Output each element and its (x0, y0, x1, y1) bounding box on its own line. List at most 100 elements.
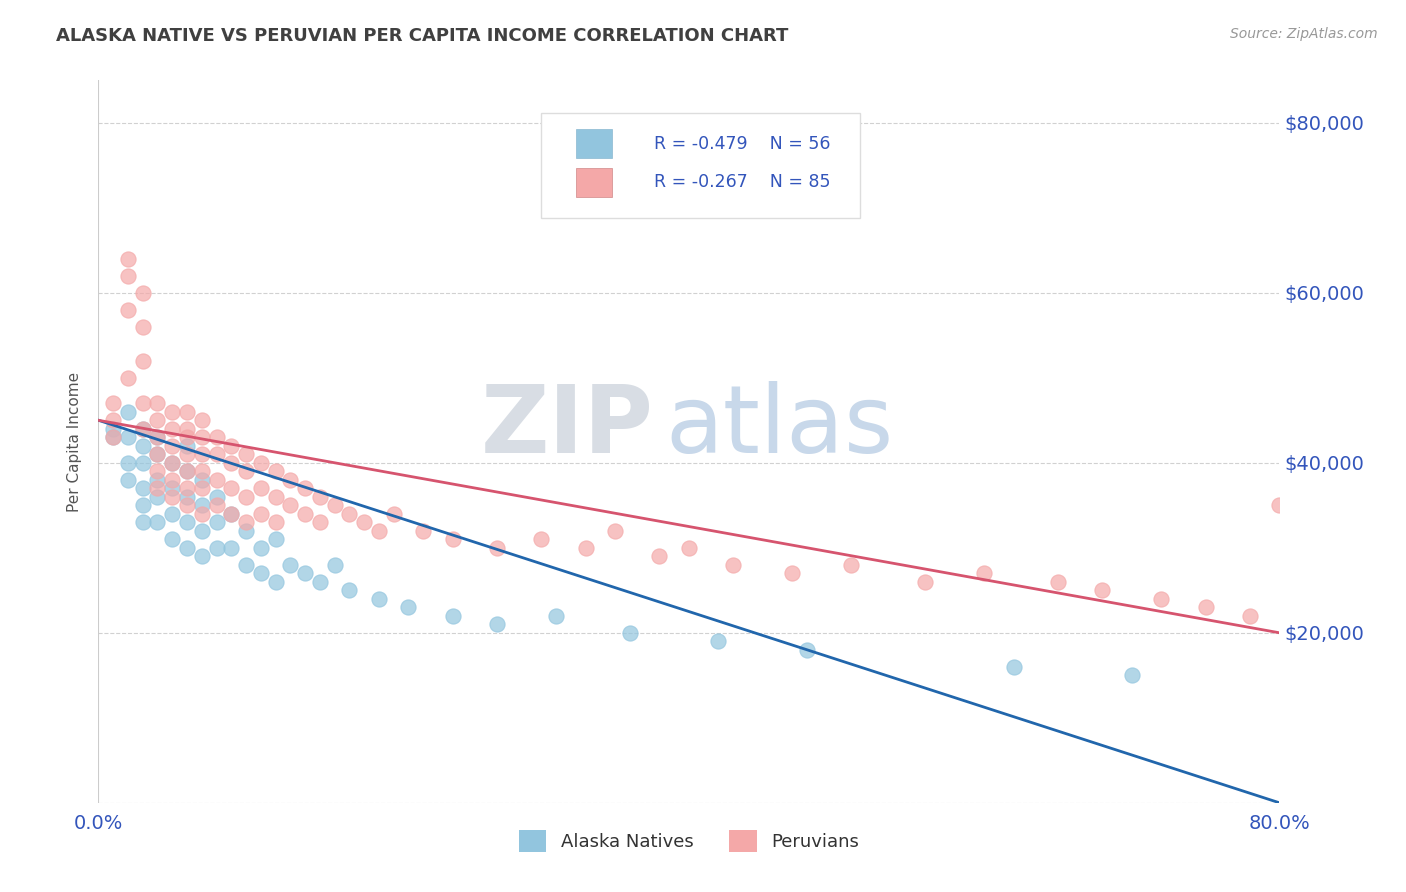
Point (176, 439, 198, 453)
Point (162, 533, 183, 547)
Point (1091, 583, 1114, 598)
Point (176, 447, 198, 461)
Point (235, 524, 257, 538)
Point (250, 456, 273, 470)
Point (146, 481, 169, 495)
Point (132, 516, 155, 530)
Point (176, 498, 198, 512)
Point (146, 464, 169, 478)
Point (146, 516, 169, 530)
Point (162, 490, 183, 504)
Point (103, 413, 125, 427)
Point (309, 516, 332, 530)
Point (264, 574, 287, 589)
FancyBboxPatch shape (575, 168, 612, 196)
Point (1195, 600, 1218, 615)
Point (323, 558, 346, 572)
Text: R = -0.267    N = 85: R = -0.267 N = 85 (654, 173, 830, 191)
Point (162, 473, 183, 487)
Point (264, 533, 287, 547)
Point (191, 524, 214, 538)
Point (176, 464, 198, 478)
Point (191, 498, 214, 512)
Point (280, 558, 302, 572)
Point (294, 481, 316, 495)
Point (1046, 574, 1070, 589)
Point (205, 541, 228, 555)
Point (619, 625, 641, 640)
Point (294, 507, 316, 521)
Point (117, 252, 139, 266)
Point (103, 430, 125, 444)
Point (117, 371, 139, 385)
FancyBboxPatch shape (575, 129, 612, 158)
Point (264, 516, 287, 530)
Point (205, 498, 228, 512)
Point (132, 319, 155, 334)
Point (146, 490, 169, 504)
Point (294, 566, 316, 581)
Point (973, 566, 995, 581)
Point (191, 507, 214, 521)
Text: R = -0.479    N = 56: R = -0.479 N = 56 (654, 135, 830, 153)
Text: atlas: atlas (665, 381, 894, 473)
Text: ALASKA NATIVE VS PERUVIAN PER CAPITA INCOME CORRELATION CHART: ALASKA NATIVE VS PERUVIAN PER CAPITA INC… (56, 27, 789, 45)
Point (132, 353, 155, 368)
Point (117, 302, 139, 317)
Point (368, 591, 391, 606)
Point (162, 439, 183, 453)
Point (132, 439, 155, 453)
Point (146, 447, 169, 461)
Point (353, 516, 375, 530)
Point (648, 549, 671, 564)
Point (486, 617, 509, 632)
Point (368, 524, 391, 538)
Point (191, 464, 214, 478)
Point (309, 574, 332, 589)
Point (339, 507, 361, 521)
Point (162, 422, 183, 436)
Point (176, 422, 198, 436)
Point (132, 498, 155, 512)
Point (176, 464, 198, 478)
Point (146, 473, 169, 487)
Point (176, 405, 198, 419)
Point (250, 481, 273, 495)
Point (132, 456, 155, 470)
Point (205, 516, 228, 530)
Point (546, 608, 568, 623)
Point (914, 574, 936, 589)
Point (205, 447, 228, 461)
Legend: Alaska Natives, Peruvians: Alaska Natives, Peruvians (512, 822, 866, 859)
Point (146, 447, 169, 461)
Point (235, 464, 257, 478)
Point (221, 481, 243, 495)
Point (221, 507, 243, 521)
Point (103, 396, 125, 410)
Point (235, 490, 257, 504)
Point (235, 516, 257, 530)
Point (339, 583, 361, 598)
Point (176, 541, 198, 555)
Point (117, 473, 139, 487)
Point (162, 456, 183, 470)
Point (117, 268, 139, 283)
Point (678, 541, 700, 555)
Point (486, 541, 509, 555)
Point (796, 642, 818, 657)
Point (191, 447, 214, 461)
Point (1121, 668, 1143, 682)
Point (146, 396, 169, 410)
FancyBboxPatch shape (541, 112, 860, 218)
Point (1239, 608, 1261, 623)
Point (205, 473, 228, 487)
Point (841, 558, 863, 572)
Point (191, 549, 214, 564)
Point (191, 430, 214, 444)
Point (441, 608, 464, 623)
Point (176, 516, 198, 530)
Point (309, 490, 332, 504)
Point (530, 533, 553, 547)
Point (723, 558, 745, 572)
Point (280, 498, 302, 512)
